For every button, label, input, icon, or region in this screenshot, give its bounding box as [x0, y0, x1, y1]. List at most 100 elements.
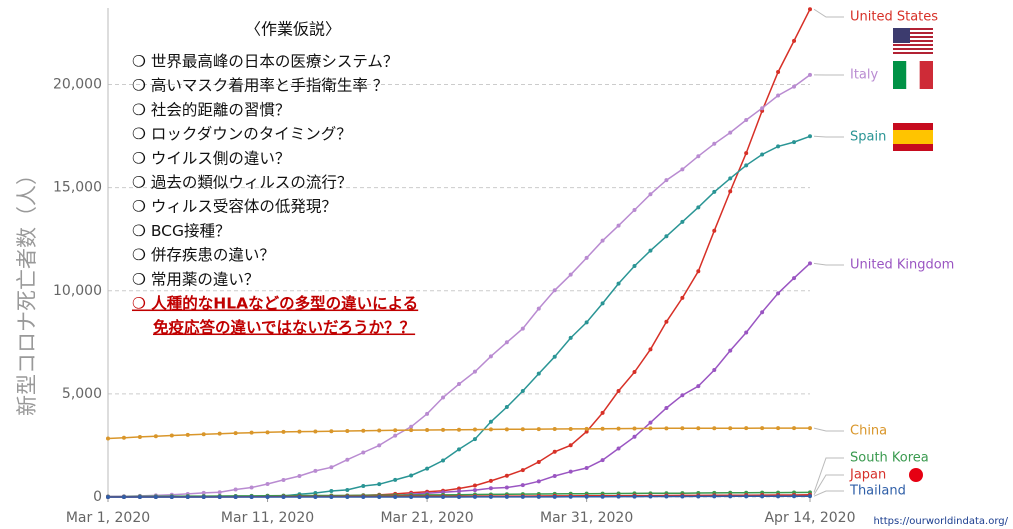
data-point: [568, 469, 573, 474]
data-point: [808, 7, 812, 12]
data-point: [728, 176, 733, 181]
data-point: [808, 72, 812, 77]
data-point: [249, 430, 254, 435]
data-point: [106, 436, 110, 441]
data-point: [329, 494, 334, 499]
data-point: [632, 208, 637, 213]
data-point: [457, 427, 461, 432]
data-point: [313, 429, 318, 434]
data-point: [792, 140, 797, 145]
data-point: [393, 494, 398, 499]
data-point: [696, 494, 701, 499]
data-point: [776, 93, 781, 98]
data-point: [776, 291, 781, 296]
data-point: [600, 238, 605, 243]
data-point: [265, 430, 270, 435]
data-point: [696, 384, 701, 389]
data-point: [233, 431, 238, 436]
data-point: [249, 494, 254, 499]
data-point: [281, 477, 286, 482]
data-point: [568, 443, 573, 448]
data-point: [600, 301, 605, 306]
data-point: [106, 494, 110, 499]
flag-us: [893, 30, 933, 32]
data-point: [520, 494, 525, 499]
data-point: [712, 228, 717, 233]
data-point: [233, 494, 238, 499]
data-point: [329, 465, 334, 470]
flag-us: [893, 52, 933, 54]
data-point: [504, 404, 509, 409]
data-point: [504, 340, 509, 345]
data-point: [552, 449, 557, 454]
data-point: [441, 458, 446, 463]
data-point: [728, 494, 733, 499]
data-point: [457, 489, 461, 494]
data-point: [680, 219, 685, 224]
data-point: [808, 494, 812, 499]
data-point: [265, 481, 270, 486]
data-point: [137, 494, 142, 499]
data-point: [792, 426, 797, 431]
data-point: [265, 494, 270, 499]
data-point: [728, 426, 733, 431]
x-tick-label: Apr 14, 2020: [764, 510, 855, 526]
data-point: [169, 433, 174, 438]
data-point: [520, 389, 525, 394]
flag-us: [893, 38, 933, 40]
data-point: [568, 494, 573, 499]
data-point: [648, 426, 653, 431]
data-point: [584, 465, 589, 470]
flag-jp: [909, 468, 923, 482]
data-point: [648, 192, 653, 197]
data-point: [297, 474, 302, 479]
data-point: [728, 189, 733, 194]
flag-es: [893, 130, 933, 144]
data-point: [153, 494, 158, 499]
data-point: [520, 326, 525, 331]
flag-us: [893, 54, 933, 56]
data-point: [616, 223, 621, 228]
data-point: [808, 261, 812, 266]
data-point: [377, 494, 382, 499]
data-point: [536, 494, 541, 499]
data-point: [792, 38, 797, 43]
data-point: [361, 450, 366, 455]
data-point: [329, 489, 334, 494]
data-point: [776, 494, 781, 499]
data-point: [377, 443, 382, 448]
data-point: [712, 367, 717, 372]
series-label: Japan: [849, 468, 886, 483]
data-point: [520, 483, 525, 488]
data-point: [728, 130, 733, 135]
y-tick-label: 20,000: [53, 77, 102, 93]
data-point: [201, 494, 206, 499]
data-point: [377, 482, 382, 487]
flag-us: [893, 46, 933, 48]
data-point: [185, 432, 190, 437]
annotation: ❍ 常用薬の違い？: [132, 270, 259, 288]
data-point: [584, 429, 589, 434]
data-point: [792, 276, 797, 281]
data-point: [361, 428, 366, 433]
data-point: [536, 459, 541, 464]
annotation-title: 〈作業仮説〉: [245, 20, 341, 39]
y-tick-label: 5,000: [62, 386, 102, 402]
data-point: [680, 426, 685, 431]
data-point: [696, 154, 701, 159]
data-point: [712, 141, 717, 146]
data-point: [632, 426, 637, 431]
data-point: [409, 424, 414, 429]
data-point: [696, 205, 701, 210]
data-point: [776, 426, 781, 431]
data-point: [520, 427, 525, 432]
data-point: [616, 389, 621, 394]
data-point: [457, 486, 461, 491]
data-point: [776, 69, 781, 74]
data-point: [536, 306, 541, 311]
data-point: [680, 295, 685, 300]
flag-us: [893, 50, 933, 52]
source: https://ourworldindata.org/: [873, 516, 1008, 527]
data-point: [648, 248, 653, 253]
data-point: [616, 426, 621, 431]
